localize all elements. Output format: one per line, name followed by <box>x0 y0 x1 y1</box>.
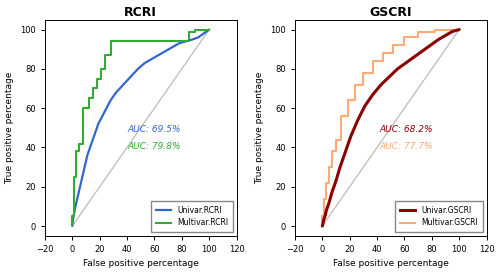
Text: AUC: 69.5%: AUC: 69.5% <box>127 125 180 134</box>
Title: GSCRI: GSCRI <box>370 5 412 19</box>
Legend: Univar.GSCRI, Multivar.GSCRI: Univar.GSCRI, Multivar.GSCRI <box>396 201 482 232</box>
Legend: Univar.RCRI, Multivar.RCRI: Univar.RCRI, Multivar.RCRI <box>151 201 233 232</box>
Text: AUC: 79.8%: AUC: 79.8% <box>127 142 180 152</box>
Y-axis label: True positive percentage: True positive percentage <box>256 72 264 184</box>
Text: AUC: 68.2%: AUC: 68.2% <box>380 125 434 134</box>
Text: AUC: 77.7%: AUC: 77.7% <box>380 142 434 152</box>
Title: RCRI: RCRI <box>124 5 157 19</box>
X-axis label: False positive percentage: False positive percentage <box>333 259 448 269</box>
X-axis label: False positive percentage: False positive percentage <box>83 259 198 269</box>
Y-axis label: True positive percentage: True positive percentage <box>6 72 15 184</box>
